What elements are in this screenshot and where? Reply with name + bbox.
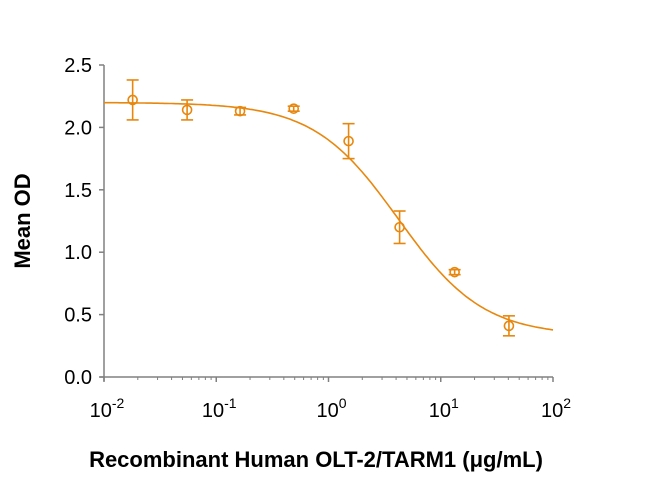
data-point-group: [393, 210, 406, 245]
data-point-group: [287, 103, 300, 114]
x-tick-label: 101: [429, 395, 459, 422]
data-point: [394, 221, 405, 233]
data-point: [181, 104, 193, 116]
data-point: [234, 105, 246, 117]
data-point: [343, 135, 354, 147]
data-points-layer: [126, 79, 515, 337]
data-point-group: [342, 122, 355, 160]
y-tick-label: 1.0: [64, 242, 92, 264]
fit-curve: [104, 101, 554, 331]
tick-labels: 0.0 0.5 1.0 1.5 2.0 2.5 10-2 10-1 100 101 102: [64, 55, 571, 422]
data-point: [127, 94, 138, 106]
y-tick-label: 1.5: [64, 180, 92, 202]
x-tick-label: 10-1: [202, 395, 237, 422]
data-point-group: [448, 266, 461, 278]
data-point: [503, 320, 515, 332]
data-point-group: [181, 99, 194, 121]
y-tick-label: 2.0: [64, 117, 92, 139]
x-tick-label: 102: [541, 395, 571, 422]
data-point-group: [234, 105, 247, 117]
y-axis-title: Mean OD: [10, 173, 35, 268]
x-tick-label: 100: [316, 395, 346, 422]
data-point-group: [502, 315, 515, 337]
data-point-group: [126, 79, 139, 121]
x-tick-label: 10-2: [90, 395, 125, 422]
data-point: [449, 266, 460, 278]
y-tick-label: 2.5: [64, 55, 92, 77]
x-axis-title: Recombinant Human OLT-2/TARM1 (μg/mL): [89, 447, 543, 472]
fit-curve-layer: [104, 101, 554, 331]
y-tick-label: 0.0: [64, 367, 92, 389]
data-point: [288, 103, 300, 114]
axes: [99, 64, 554, 382]
y-tick-label: 0.5: [64, 305, 92, 327]
